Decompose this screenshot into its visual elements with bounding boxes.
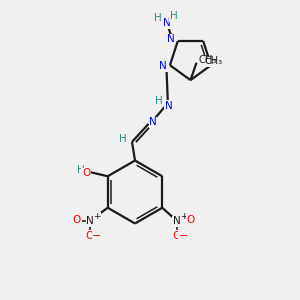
- Text: O: O: [186, 215, 195, 225]
- Text: N: N: [86, 216, 94, 226]
- Text: N: N: [149, 117, 157, 127]
- Text: H: H: [154, 13, 162, 23]
- Text: H: H: [170, 11, 178, 21]
- Text: +: +: [93, 212, 101, 221]
- Text: H: H: [154, 96, 162, 106]
- Text: −: −: [92, 231, 102, 241]
- Text: CH₃: CH₃: [199, 55, 217, 65]
- Text: +: +: [180, 212, 188, 221]
- Text: N: N: [165, 101, 172, 111]
- Text: O: O: [82, 168, 90, 178]
- Text: N: N: [160, 61, 167, 71]
- Text: O: O: [85, 231, 94, 241]
- Text: N: N: [163, 18, 170, 28]
- Text: −: −: [178, 231, 188, 241]
- Text: H: H: [77, 165, 85, 175]
- Text: N: N: [167, 34, 175, 44]
- Text: N: N: [173, 216, 181, 226]
- Text: CH₃: CH₃: [205, 56, 223, 67]
- Text: N: N: [214, 59, 221, 69]
- Text: O: O: [172, 231, 180, 241]
- Text: H: H: [118, 134, 126, 145]
- Text: O: O: [72, 215, 81, 225]
